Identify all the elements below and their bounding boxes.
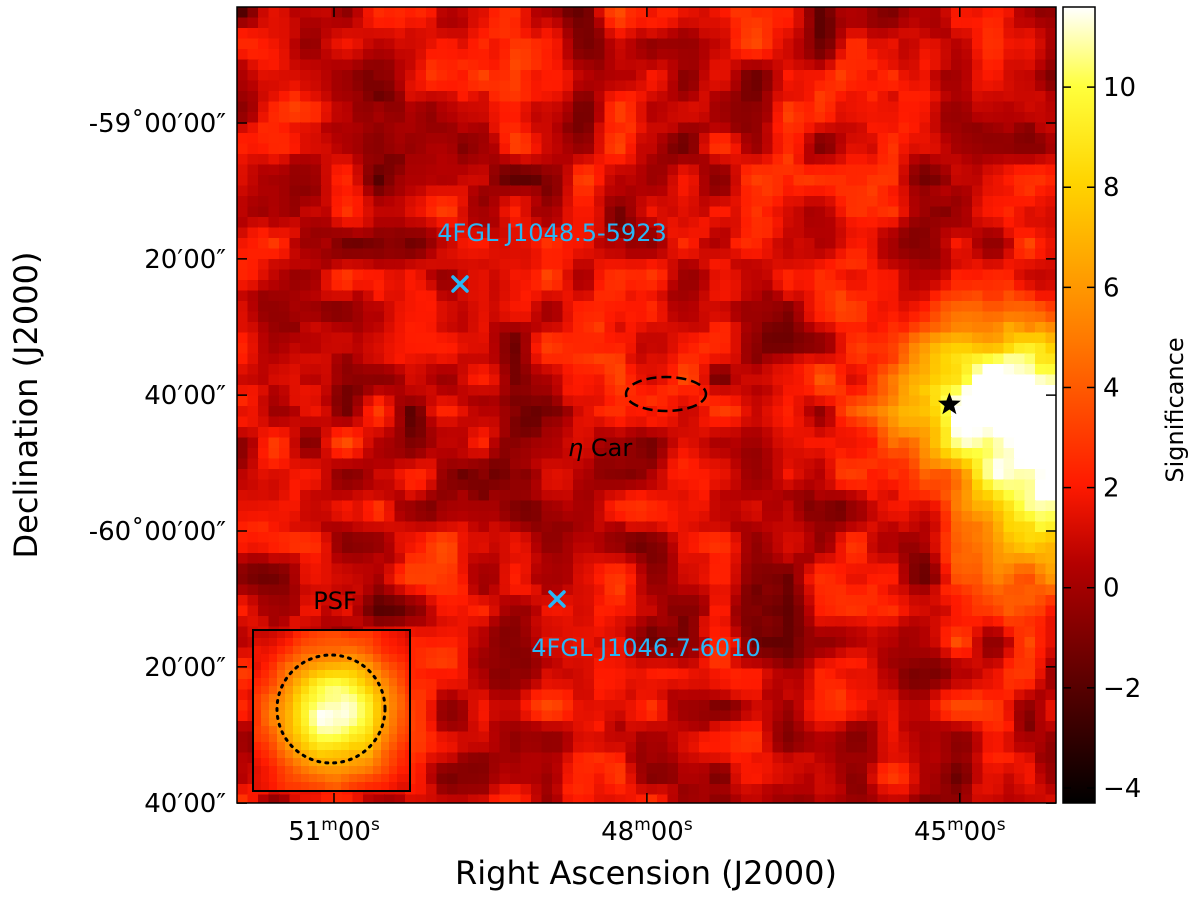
y-tick-label: 20′00″ [144,245,226,275]
x-marker-icon [451,275,469,293]
source-label: 4FGL J1048.5-5923 [437,219,666,247]
psf-inset: PSF [252,587,411,792]
colorbar-tick-label: −2 [1103,674,1141,704]
colorbar-label: Significance [1161,337,1189,482]
colorbar-tick-label: 2 [1103,474,1120,504]
colorbar-ticks: 10 8 6 4 2 0 −2 −4 [1063,73,1141,804]
eta-car-greek: η [568,434,583,462]
x-tick-label: 45m00s [914,815,1006,847]
colorbar-tick-label: −4 [1103,774,1141,804]
y-tick-label: 40′00″ [144,381,226,411]
y-axis-label: Declination (J2000) [7,252,45,559]
y-tick-label: 40′00″ [144,789,226,819]
psf-circle [275,653,387,765]
colorbar-tick-label: 10 [1103,73,1136,103]
x-axis: 51m00s48m00s45m00s42m00s10h39m00s [288,7,1006,847]
y-tick-label: 20′00″ [144,653,226,683]
psf-inset-frame [252,629,411,792]
eta-car-name: Car [591,434,632,462]
x-axis-label: Right Ascension (J2000) [455,854,837,892]
x-tick-label: 51m00s [288,815,380,847]
colorbar-gradient [1063,7,1095,803]
source-j1046: 4FGL J1046.7-6010 [531,590,761,662]
x-tick-label: 48m00s [601,815,693,847]
y-tick-label: -59˚00′00″ [89,109,227,139]
eta-car-star-icon [938,392,961,415]
colorbar-frame [1062,6,1096,804]
colorbar-tick-label: 0 [1103,574,1120,604]
psf-label: PSF [313,587,357,615]
colorbar-tick-label: 8 [1103,173,1120,203]
colorbar-tick-label: 6 [1103,273,1120,303]
colorbar-tick-label: 4 [1103,373,1120,403]
colorbar: 10 8 6 4 2 0 −2 −4 Significance [1062,6,1189,804]
y-axis: -59˚00′00″ 20′00″ 40′00″ -60˚00′00″ 20′00″ 40… [89,109,1056,819]
y-tick-label: -60˚00′00″ [89,517,227,547]
source-label: 4FGL J1046.7-6010 [531,634,760,662]
source-j1048: 4FGL J1048.5-5923 [437,219,667,293]
eta-car-label: η Car [568,434,632,462]
error-ellipse [624,375,708,413]
x-marker-icon [548,590,566,608]
eta-car-marker: η Car [568,375,961,462]
